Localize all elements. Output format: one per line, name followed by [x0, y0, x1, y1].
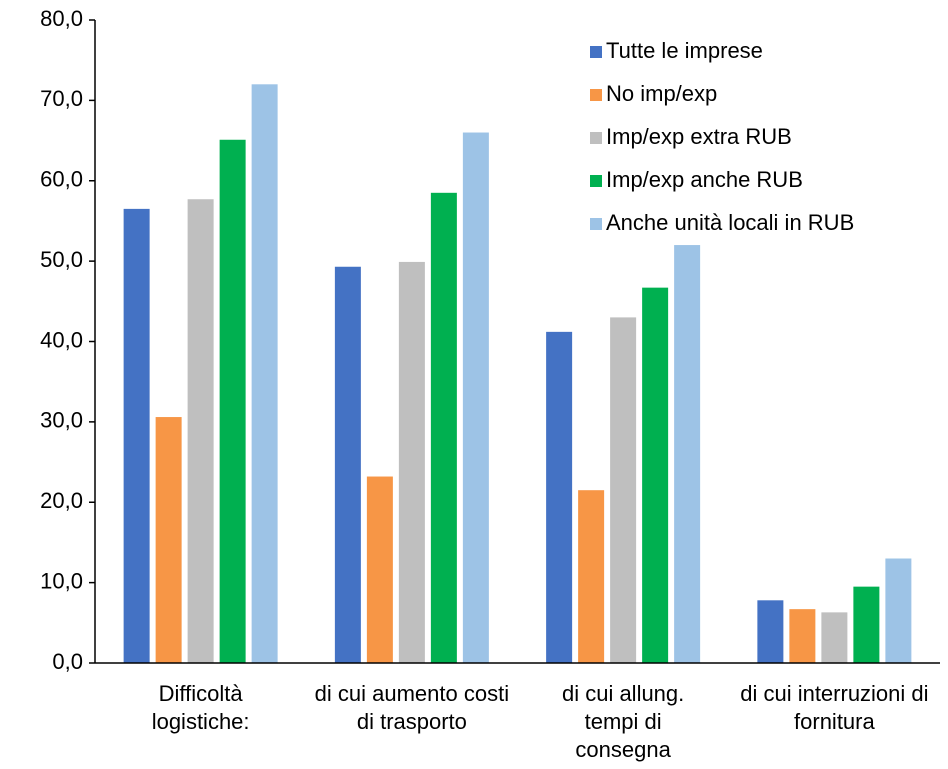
bar	[123, 208, 150, 663]
x-tick-label: di cui interruzioni di fornitura	[740, 681, 929, 734]
legend-label: Anche unità locali in RUB	[606, 210, 854, 235]
bar	[546, 331, 573, 663]
bar	[757, 600, 784, 663]
legend-label: Tutte le imprese	[606, 38, 763, 63]
y-tick-label: 10,0	[40, 568, 83, 593]
bar	[885, 558, 912, 663]
y-tick-label: 0,0	[52, 649, 83, 674]
bar	[398, 261, 425, 663]
bar	[674, 245, 701, 664]
bar	[155, 417, 182, 663]
bar	[789, 609, 816, 663]
x-tick-label: Difficoltà logistiche:	[151, 681, 250, 734]
bar	[853, 586, 880, 663]
legend-swatch	[590, 89, 602, 101]
legend-label: No imp/exp	[606, 81, 717, 106]
y-tick-label: 80,0	[40, 6, 83, 31]
legend-swatch	[590, 175, 602, 187]
y-tick-label: 40,0	[40, 327, 83, 352]
legend-swatch	[590, 132, 602, 144]
bar	[642, 287, 669, 663]
y-tick-label: 60,0	[40, 167, 83, 192]
legend-label: Imp/exp anche RUB	[606, 167, 803, 192]
legend-label: Imp/exp extra RUB	[606, 124, 792, 149]
y-tick-label: 30,0	[40, 408, 83, 433]
bar	[219, 139, 246, 664]
bar	[821, 612, 848, 663]
legend-swatch	[590, 218, 602, 230]
y-tick-label: 50,0	[40, 247, 83, 272]
bar	[430, 192, 457, 663]
bar	[334, 266, 361, 663]
bar	[251, 84, 278, 664]
bar	[578, 490, 605, 663]
bar	[462, 132, 489, 663]
bar	[366, 476, 393, 663]
y-tick-label: 20,0	[40, 488, 83, 513]
bar	[187, 199, 214, 663]
x-tick-label: di cui allung. tempi di consegna	[561, 681, 685, 762]
y-tick-label: 70,0	[40, 86, 83, 111]
bar	[610, 317, 637, 663]
legend-swatch	[590, 46, 602, 58]
x-tick-label: di cui aumento costi di trasporto	[314, 681, 510, 734]
